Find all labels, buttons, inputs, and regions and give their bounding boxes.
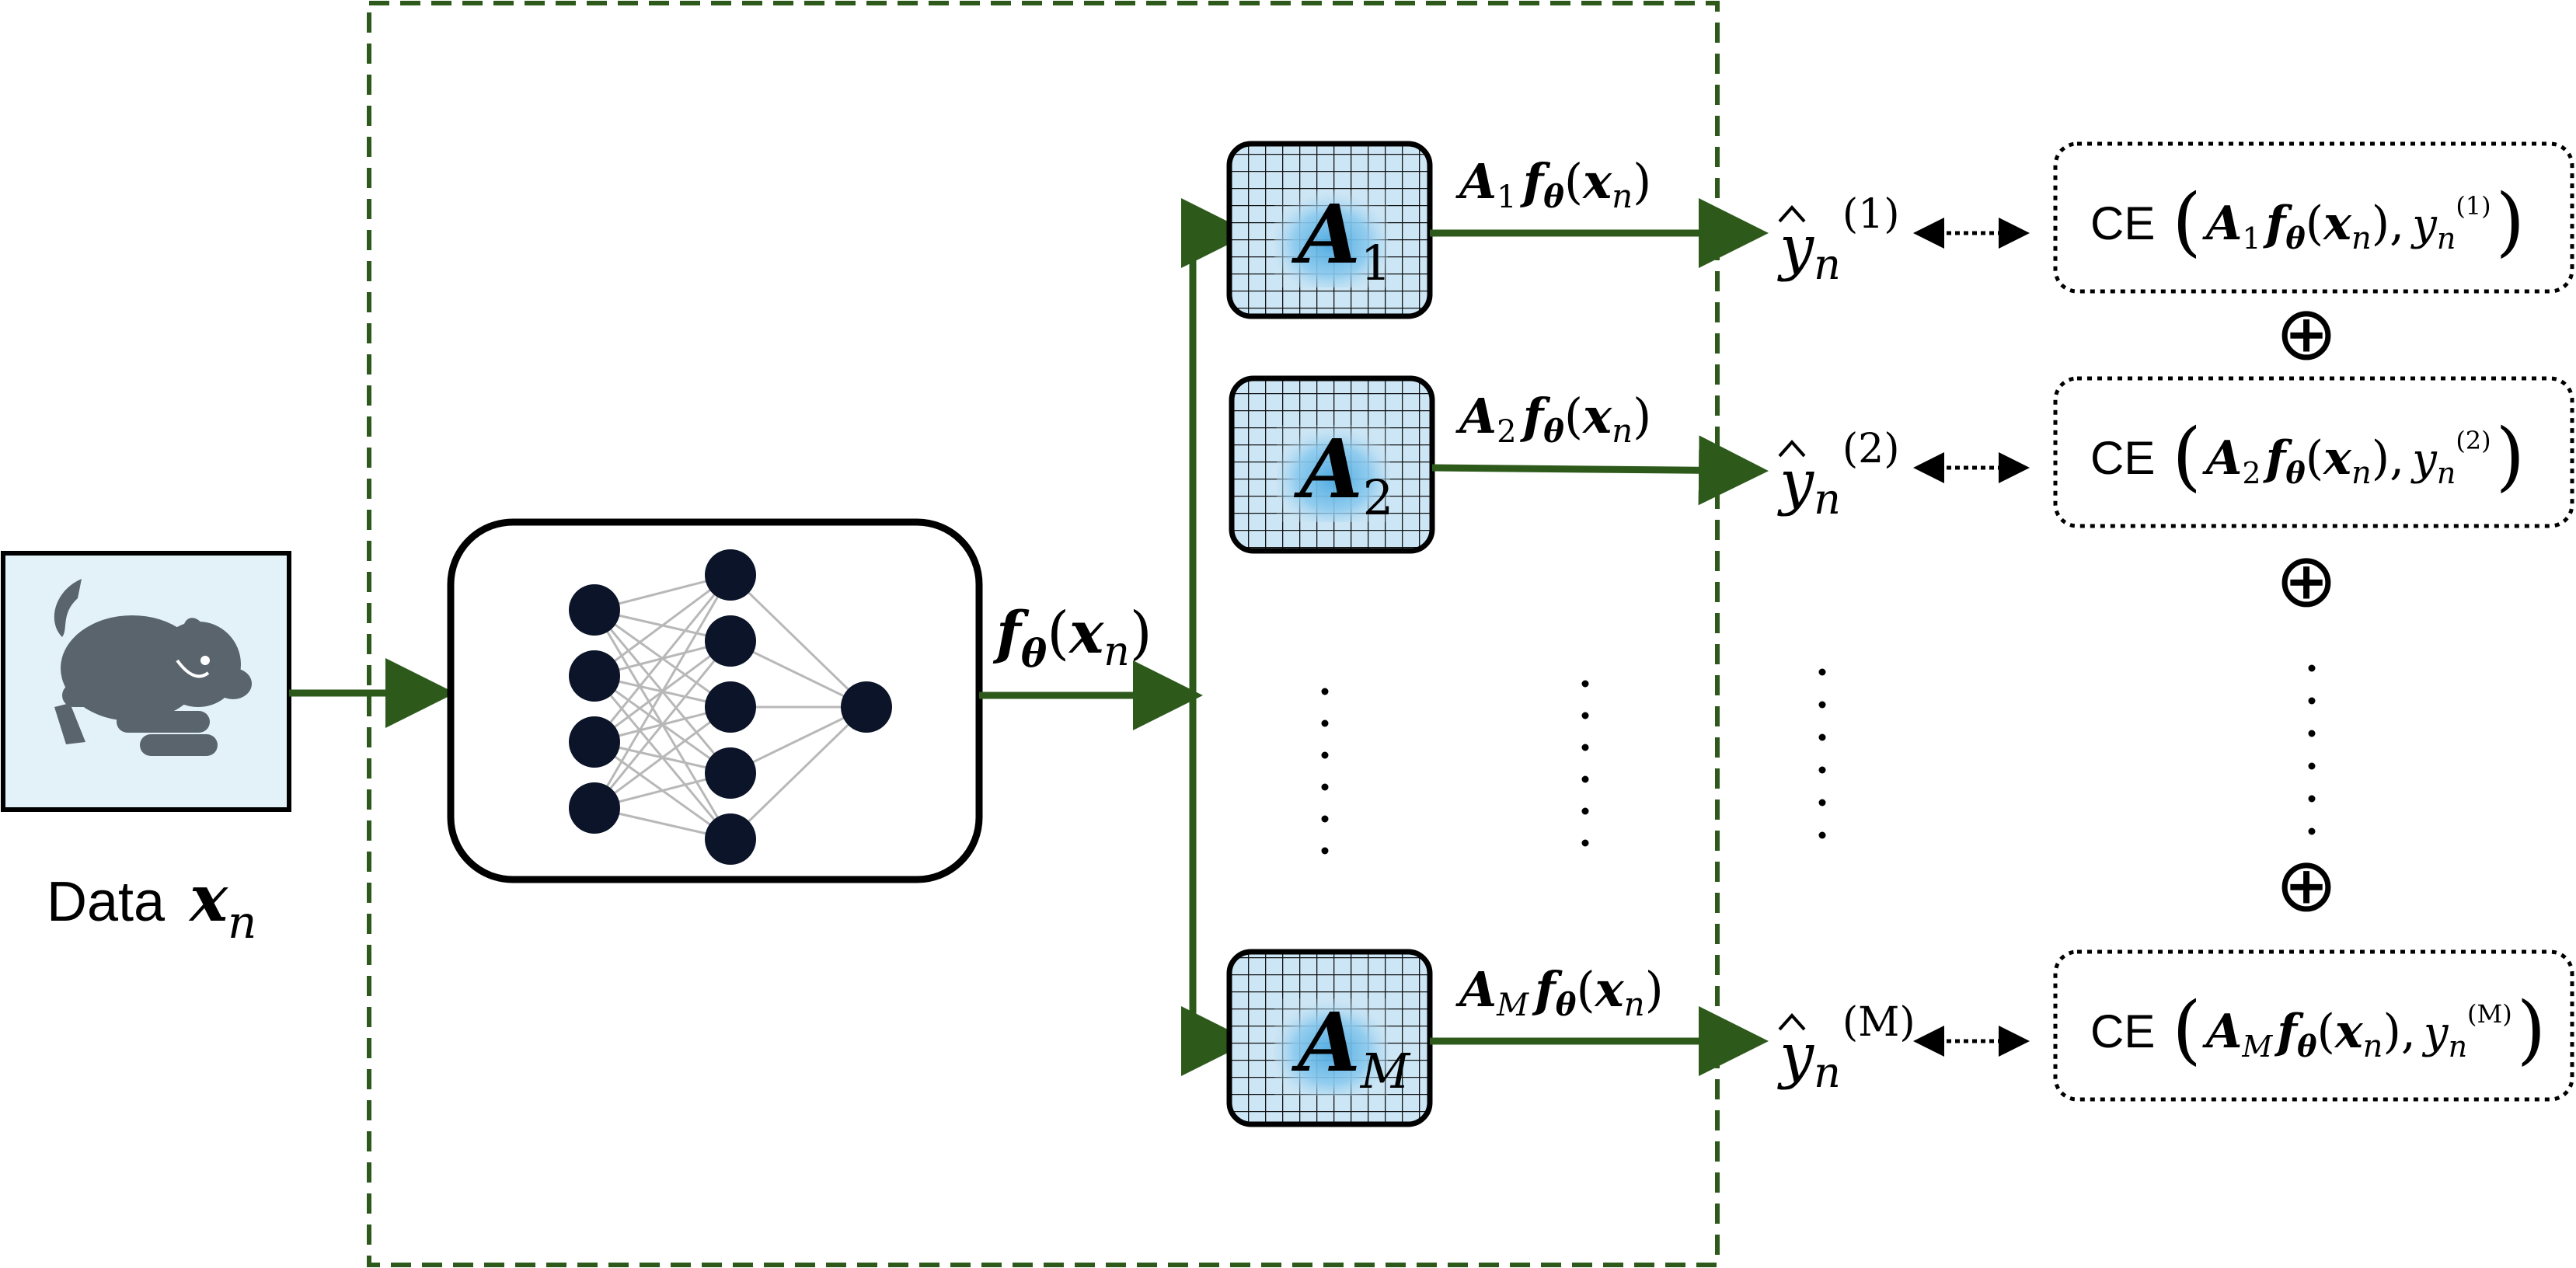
nn-edge bbox=[593, 574, 732, 743]
loss-box bbox=[2053, 949, 2574, 1102]
ellipsis-dot bbox=[2308, 762, 2316, 770]
nn-node bbox=[705, 747, 756, 799]
ellipsis-dot bbox=[1581, 807, 1589, 815]
nn-node bbox=[705, 813, 756, 865]
matrix-label: A2 bbox=[1293, 421, 1393, 526]
input-label: Data xn bbox=[47, 862, 256, 949]
sum-symbol-1: ⊕ bbox=[2275, 292, 2337, 375]
ellipsis-dot bbox=[2308, 795, 2316, 803]
hat-accent bbox=[1778, 439, 1806, 458]
sum-symbol-3: ⊕ bbox=[2275, 844, 2337, 927]
nn-node bbox=[569, 650, 620, 702]
loss-expression: CE(A2 fθ(xn), yn(2)) bbox=[2090, 413, 2525, 500]
head-row-1: A1 A1 fθ(xn) yn(1) CE(A1 fθ(xn), yn(1)) bbox=[1226, 141, 2574, 319]
feature-label: fθ(xn) bbox=[992, 600, 1152, 676]
nn-node bbox=[841, 681, 892, 733]
nn-edge bbox=[729, 573, 868, 709]
ellipsis-dot bbox=[1321, 815, 1329, 823]
head-output-label: AM fθ(xn) bbox=[1455, 961, 1664, 1023]
ellipsis-dot bbox=[1581, 839, 1589, 847]
ellipsis-dot bbox=[1818, 733, 1826, 741]
nn-edge bbox=[594, 573, 731, 678]
nn-node bbox=[705, 681, 756, 733]
ellipsis-dot bbox=[1581, 775, 1589, 783]
ellipsis-dot bbox=[1581, 744, 1589, 751]
ellipsis-dot bbox=[2308, 664, 2316, 672]
ellipsis-dot bbox=[1818, 701, 1826, 709]
dog-icon bbox=[54, 579, 252, 756]
matrix-highlight bbox=[1274, 998, 1388, 1096]
ellipsis-dot bbox=[2308, 697, 2316, 705]
nn-node bbox=[569, 716, 620, 768]
predicted-output: yn(1) bbox=[1777, 191, 1900, 289]
ellipsis-dot bbox=[1818, 668, 1826, 676]
ellipsis-dot bbox=[1581, 712, 1589, 719]
loss-box bbox=[2053, 376, 2574, 528]
ellipsis-dot bbox=[1818, 831, 1826, 839]
neural-network-icon bbox=[569, 549, 892, 865]
matrix-highlight bbox=[1274, 190, 1388, 287]
ellipsis-dot bbox=[1321, 783, 1329, 791]
ellipsis-dot bbox=[1818, 799, 1826, 806]
model-frame bbox=[367, 1, 1720, 1267]
ellipsis-dot bbox=[1321, 719, 1329, 727]
nn-node bbox=[569, 584, 620, 636]
nn-edge bbox=[593, 640, 732, 809]
head-output-label: A2 fθ(xn) bbox=[1455, 388, 1651, 450]
head-row-2: A2 A2 fθ(xn) yn(2) CE(A2 fθ(xn), yn(2)) bbox=[1229, 375, 2574, 554]
head-output-label: A1 fθ(xn) bbox=[1455, 153, 1651, 215]
nn-edge bbox=[593, 574, 732, 809]
sum-symbol-2: ⊕ bbox=[2275, 539, 2337, 622]
loss-box bbox=[2053, 141, 2574, 294]
matrix-highlight bbox=[1277, 425, 1390, 522]
ellipsis-dot bbox=[1321, 688, 1329, 695]
ellipsis-dot bbox=[1818, 766, 1826, 774]
predicted-output: yn(2) bbox=[1777, 426, 1900, 524]
loss-expression: CE(A1 fθ(xn), yn(1)) bbox=[2090, 178, 2525, 265]
matrix-label: A1 bbox=[1291, 186, 1391, 291]
predicted-output: yn(M) bbox=[1777, 999, 1915, 1097]
ellipsis-dots bbox=[1321, 664, 2316, 855]
hat-accent bbox=[1778, 204, 1806, 223]
ellipsis-dot bbox=[2308, 730, 2316, 737]
arrow-to-output bbox=[1431, 435, 1769, 506]
ellipsis-dot bbox=[2308, 827, 2316, 835]
input-image bbox=[1, 551, 291, 812]
ellipsis-dot bbox=[1581, 680, 1589, 688]
matrix-label: AM bbox=[1291, 995, 1411, 1099]
nn-node bbox=[705, 615, 756, 667]
hat-accent bbox=[1778, 1012, 1806, 1031]
nn-node bbox=[569, 782, 620, 834]
nn-edge bbox=[594, 705, 731, 810]
ellipsis-dot bbox=[1321, 751, 1329, 759]
nn-edge bbox=[729, 705, 868, 841]
nn-node bbox=[705, 549, 756, 601]
ellipsis-dot bbox=[1321, 847, 1329, 855]
